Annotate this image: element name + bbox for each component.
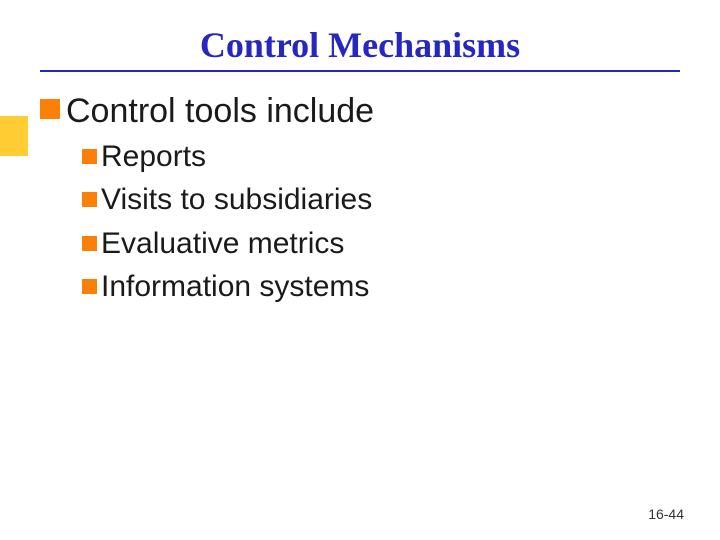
square-bullet-icon [82, 236, 97, 251]
sub-bullet: Information systems [82, 265, 680, 309]
square-bullet-icon [82, 279, 97, 294]
sub-bullet-text: Information systems [101, 270, 369, 303]
sub-bullet-text: Visits to subsidiaries [101, 183, 372, 216]
title-underline [40, 70, 680, 72]
slide-title: Control Mechanisms [40, 24, 680, 70]
sub-bullet-text: Reports [101, 140, 206, 173]
sub-bullet: Visits to subsidiaries [82, 178, 680, 222]
square-bullet-icon [82, 192, 97, 207]
square-bullet-icon [82, 149, 97, 164]
sub-bullet-text: Evaluative metrics [101, 227, 344, 260]
sub-bullet: Reports [82, 135, 680, 179]
main-bullet: Control tools include [40, 90, 680, 133]
sub-bullet: Evaluative metrics [82, 222, 680, 266]
slide-number: 16-44 [648, 506, 684, 522]
main-bullet-text: Control tools include [66, 92, 374, 130]
square-bullet-icon [40, 99, 60, 119]
slide: Control Mechanisms Control tools include… [0, 0, 720, 540]
accent-bar [0, 116, 28, 156]
